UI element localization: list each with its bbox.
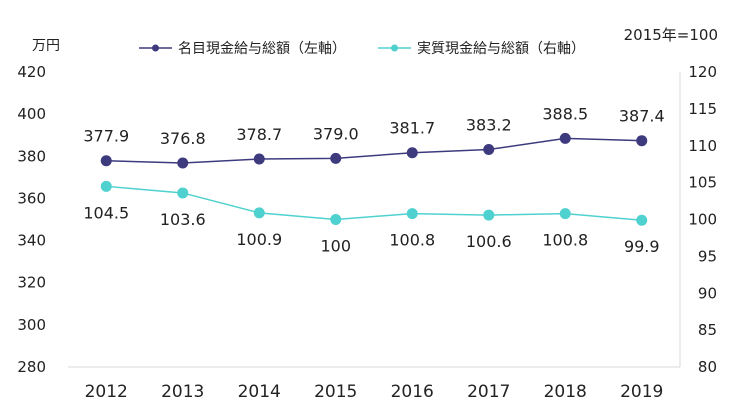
data-label: 378.7 bbox=[236, 125, 282, 144]
data-label: 381.7 bbox=[389, 119, 435, 138]
x-tick-label: 2015 bbox=[314, 382, 357, 402]
right-tick-label: 110 bbox=[688, 137, 717, 155]
left-tick-label: 320 bbox=[17, 274, 46, 292]
data-label: 100.9 bbox=[236, 230, 282, 249]
x-tick-label: 2013 bbox=[161, 382, 204, 402]
left-tick-label: 420 bbox=[17, 63, 46, 81]
right-tick-label: 115 bbox=[688, 100, 717, 118]
data-point bbox=[253, 207, 265, 219]
data-label: 377.9 bbox=[83, 127, 129, 146]
right-tick-label: 120 bbox=[688, 63, 717, 81]
left-tick-label: 340 bbox=[17, 232, 46, 250]
right-tick-label: 100 bbox=[688, 211, 717, 229]
data-label: 376.8 bbox=[160, 129, 206, 148]
data-point bbox=[636, 214, 648, 226]
data-point bbox=[636, 135, 648, 147]
data-label: 103.6 bbox=[160, 210, 206, 229]
legend: 名目現金給与総額（左軸） 実質現金給与総額（右軸） bbox=[139, 41, 585, 57]
data-label: 100 bbox=[320, 237, 351, 256]
legend-item-nominal: 名目現金給与総額（左軸） bbox=[139, 41, 346, 57]
data-label: 100.8 bbox=[542, 231, 588, 250]
data-point bbox=[483, 209, 495, 221]
right-axis-note-label: 2015年=100 bbox=[624, 26, 718, 44]
data-label: 388.5 bbox=[542, 104, 588, 123]
data-point bbox=[483, 144, 495, 156]
legend-item-real: 実質現金給与総額（右軸） bbox=[378, 41, 585, 57]
left-tick-label: 400 bbox=[17, 105, 46, 123]
right-tick-label: 90 bbox=[698, 284, 717, 302]
data-point bbox=[177, 187, 189, 199]
right-tick-label: 105 bbox=[688, 174, 717, 192]
left-tick-label: 360 bbox=[17, 189, 46, 207]
x-tick-label: 2012 bbox=[85, 382, 128, 402]
series-line bbox=[106, 137, 642, 164]
data-point bbox=[330, 214, 342, 225]
data-point bbox=[100, 180, 112, 192]
right-axis-ticks: 80 85 90 95 100 105 110 115 120 bbox=[688, 63, 717, 376]
data-label: 104.5 bbox=[83, 203, 129, 222]
legend-marker-real bbox=[391, 44, 398, 52]
series-line bbox=[106, 185, 642, 221]
legend-marker-nominal bbox=[152, 44, 159, 52]
x-tick-label: 2018 bbox=[544, 382, 587, 402]
data-label: 100.6 bbox=[466, 232, 512, 251]
data-point bbox=[559, 208, 571, 220]
legend-label-real: 実質現金給与総額（右軸） bbox=[417, 41, 585, 57]
data-point bbox=[406, 147, 418, 159]
x-tick-label: 2014 bbox=[238, 382, 281, 402]
data-point bbox=[330, 152, 342, 164]
data-label: 379.0 bbox=[313, 124, 359, 143]
x-axis-ticks: 2012 2013 2014 2015 2016 2017 2018 2019 bbox=[85, 382, 664, 402]
x-tick-label: 2017 bbox=[467, 382, 510, 402]
legend-label-nominal: 名目現金給与総額（左軸） bbox=[178, 41, 346, 57]
data-label: 383.2 bbox=[466, 116, 512, 135]
data-label: 99.9 bbox=[624, 237, 660, 256]
left-tick-label: 280 bbox=[17, 358, 46, 376]
data-point bbox=[253, 153, 265, 165]
series-0: 377.9 376.8 378.7 379.0 381.7 383.2 388.5 387.4 bbox=[83, 104, 665, 169]
data-point bbox=[177, 157, 189, 169]
right-tick-label: 85 bbox=[698, 321, 717, 339]
data-label: 387.4 bbox=[619, 107, 665, 126]
data-label: 100.8 bbox=[389, 231, 435, 250]
data-point bbox=[100, 155, 112, 167]
left-axis-ticks: 280 300 320 340 360 380 400 420 bbox=[17, 63, 46, 376]
right-tick-label: 95 bbox=[698, 247, 717, 265]
left-tick-label: 300 bbox=[17, 316, 46, 334]
x-tick-label: 2016 bbox=[391, 382, 434, 402]
series-layer: 377.9 376.8 378.7 379.0 381.7 383.2 388.5 387.4… bbox=[83, 104, 664, 256]
x-tick-label: 2019 bbox=[620, 382, 663, 402]
series-1: 104.5 103.6 100.9 100 100.8 100.6 100.8 99.9 bbox=[83, 180, 660, 256]
left-axis-unit-label: 万円 bbox=[32, 38, 60, 54]
data-point bbox=[406, 208, 418, 220]
data-point bbox=[559, 132, 571, 144]
left-tick-label: 380 bbox=[17, 147, 46, 165]
right-tick-label: 80 bbox=[698, 358, 717, 376]
